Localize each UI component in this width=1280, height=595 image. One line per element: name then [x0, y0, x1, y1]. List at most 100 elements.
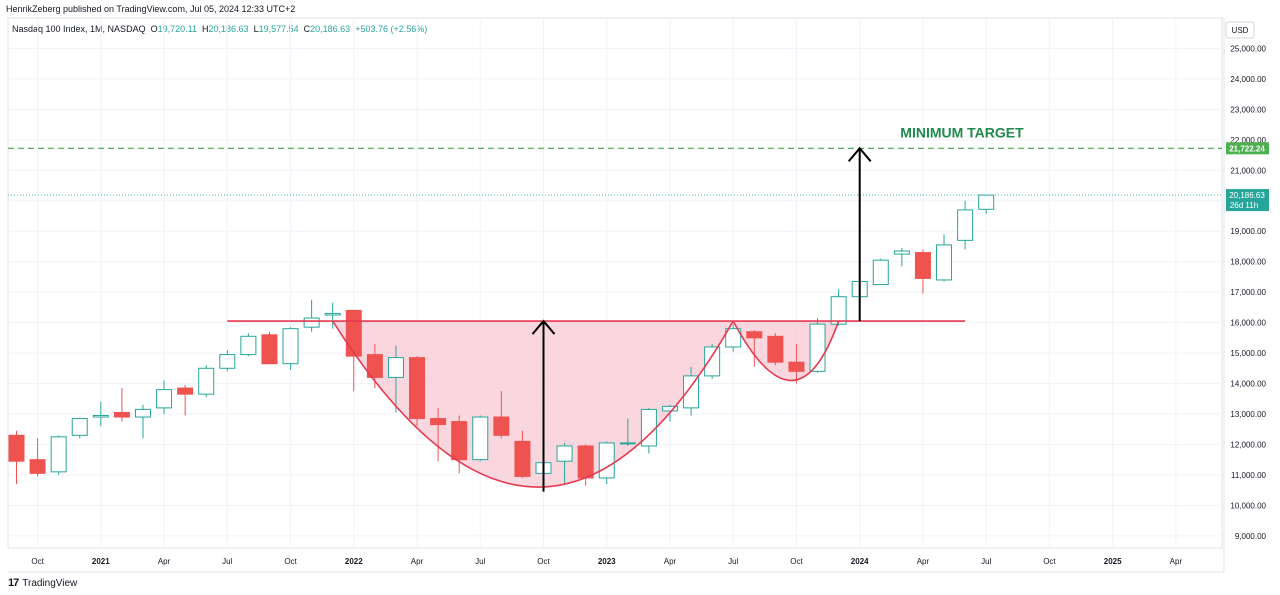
candle-body — [767, 335, 784, 363]
candle-body — [514, 440, 531, 477]
x-tick-label: Apr — [917, 557, 930, 566]
candle-body — [282, 328, 299, 365]
candle-body — [324, 312, 341, 316]
y-tick-label: 19,000.00 — [1230, 227, 1266, 236]
x-tick-label: Jul — [981, 557, 991, 566]
candle — [240, 333, 257, 357]
candle — [514, 430, 531, 478]
cup-fill — [332, 321, 734, 488]
candle — [767, 333, 784, 366]
candle — [261, 331, 278, 365]
candle-body — [50, 436, 67, 473]
candle — [282, 327, 299, 370]
x-tick-label: Apr — [158, 557, 171, 566]
candle — [619, 418, 636, 446]
candle — [556, 442, 573, 485]
candle — [219, 350, 236, 372]
candle-body — [936, 244, 953, 281]
candle — [725, 324, 742, 352]
candle — [936, 234, 953, 282]
x-tick-label: Jul — [222, 557, 232, 566]
candle — [177, 385, 194, 416]
plot-frame — [7, 17, 1223, 549]
candle — [788, 343, 805, 384]
x-tick-label: Apr — [1170, 557, 1183, 566]
countdown-label: 26d 11h — [1230, 201, 1258, 210]
candle-body — [893, 250, 910, 255]
candle-body — [978, 194, 995, 210]
x-tick-label: 2021 — [92, 557, 110, 566]
candle-body — [430, 418, 447, 426]
candle — [156, 380, 173, 414]
candle-body — [303, 317, 320, 328]
candle — [387, 345, 404, 413]
candle — [598, 441, 615, 485]
x-tick-label: 2022 — [345, 557, 363, 566]
candle-body — [704, 346, 721, 377]
candle — [683, 366, 700, 416]
candle-body — [556, 445, 573, 462]
y-tick-label: 9,000.00 — [1235, 532, 1267, 541]
candle-body — [661, 405, 678, 412]
candle-body — [493, 416, 510, 436]
candle-body — [746, 331, 763, 339]
change-value: +503.76 (+2.56%) — [355, 24, 428, 34]
y-tick-label: 23,000.00 — [1230, 105, 1266, 114]
candle-body — [156, 389, 173, 409]
target-label: MINIMUM TARGET — [900, 124, 1024, 140]
y-tick-label: 16,000.00 — [1230, 319, 1266, 328]
candle-body — [577, 445, 594, 479]
candle-body — [8, 434, 25, 462]
candle-body — [725, 328, 742, 348]
candle-body — [92, 415, 109, 418]
handle-curve — [732, 320, 840, 382]
y-tick-label: 25,000.00 — [1230, 44, 1266, 53]
candle-body — [472, 416, 489, 461]
x-tick-label: 2025 — [1104, 557, 1122, 566]
target-arrow-head — [847, 146, 872, 162]
candle — [746, 330, 763, 367]
candle-body — [872, 259, 889, 286]
symbol-name: Nasdaq 100 Index, 1M, NASDAQ — [12, 24, 146, 34]
candle-body — [451, 421, 468, 461]
y-tick-label: 14,000.00 — [1230, 380, 1266, 389]
candle-body — [366, 354, 383, 378]
y-tick-label: 15,000.00 — [1230, 349, 1266, 358]
candle — [704, 343, 721, 379]
close-value: 20,186.63 — [310, 24, 351, 34]
candle — [303, 299, 320, 332]
candle-body — [29, 459, 46, 474]
target-price-tag-label: 21,722.24 — [1229, 144, 1265, 153]
candle-body — [177, 387, 194, 395]
candle — [957, 200, 974, 250]
x-tick-label: Oct — [790, 557, 803, 566]
candle — [92, 401, 109, 427]
candle-body — [598, 442, 615, 479]
footer-brand[interactable]: 17 TradingView — [8, 577, 77, 589]
brand-label: TradingView — [22, 577, 78, 589]
candle-body — [219, 354, 236, 369]
candle — [345, 309, 362, 392]
candle-body — [134, 408, 151, 418]
x-tick-label: 2024 — [851, 557, 869, 566]
y-tick-label: 11,000.00 — [1231, 471, 1267, 480]
y-tick-label: 21,000.00 — [1230, 166, 1266, 175]
candle — [830, 289, 847, 326]
candle — [113, 388, 130, 422]
candle-body — [113, 411, 130, 418]
y-tick-label: 18,000.00 — [1230, 258, 1266, 267]
candle — [430, 407, 447, 462]
last-price-tag — [1226, 189, 1269, 212]
x-tick-label: Oct — [537, 557, 550, 566]
candle — [978, 194, 995, 214]
cup-depth-arrow-head — [531, 319, 556, 335]
candle — [893, 247, 910, 267]
x-tick-label: Jul — [728, 557, 738, 566]
candle — [134, 404, 151, 439]
candle-body — [619, 442, 636, 445]
currency-label: USD — [1232, 26, 1249, 35]
y-tick-label: 17,000.00 — [1230, 288, 1266, 297]
symbol-legend: Nasdaq 100 Index, 1M, NASDAQ O19,720.11 … — [12, 24, 427, 34]
x-tick-label: Oct — [284, 557, 297, 566]
